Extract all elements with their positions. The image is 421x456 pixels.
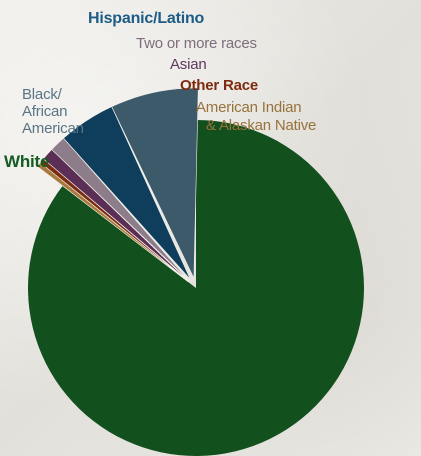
label-two-or-more-races: Two or more races (136, 35, 257, 52)
pie-slice-white (28, 120, 364, 456)
label-native-line1: American Indian (196, 99, 302, 116)
label-black-line2: African (22, 103, 68, 120)
pie-slice-black-african-american (111, 87, 199, 279)
label-american-indian-alaskan-native: American Indian & Alaskan Native (196, 99, 316, 135)
pie-slices (28, 87, 364, 456)
label-black-line1: Black/ (22, 86, 62, 103)
label-white: White (4, 152, 50, 171)
label-black-line3: American (22, 120, 84, 137)
label-hispanic-latino: Hispanic/Latino (88, 10, 205, 27)
label-asian: Asian (170, 56, 207, 73)
label-native-line2: & Alaskan Native (206, 117, 317, 134)
label-other-race: Other Race (180, 77, 259, 94)
label-black-african-american: Black/ African American (22, 86, 84, 137)
